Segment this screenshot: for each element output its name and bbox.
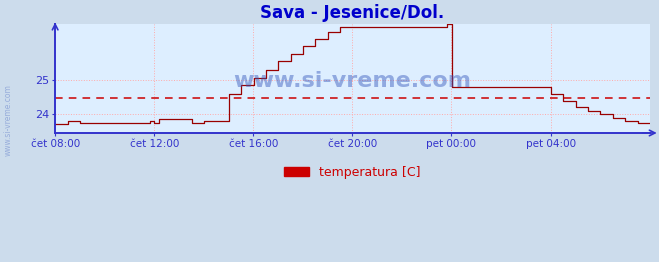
Text: www.si-vreme.com: www.si-vreme.com	[3, 85, 13, 156]
Title: Sava - Jesenice/Dol.: Sava - Jesenice/Dol.	[260, 4, 445, 22]
Legend: temperatura [C]: temperatura [C]	[279, 161, 426, 184]
Text: www.si-vreme.com: www.si-vreme.com	[233, 70, 471, 91]
